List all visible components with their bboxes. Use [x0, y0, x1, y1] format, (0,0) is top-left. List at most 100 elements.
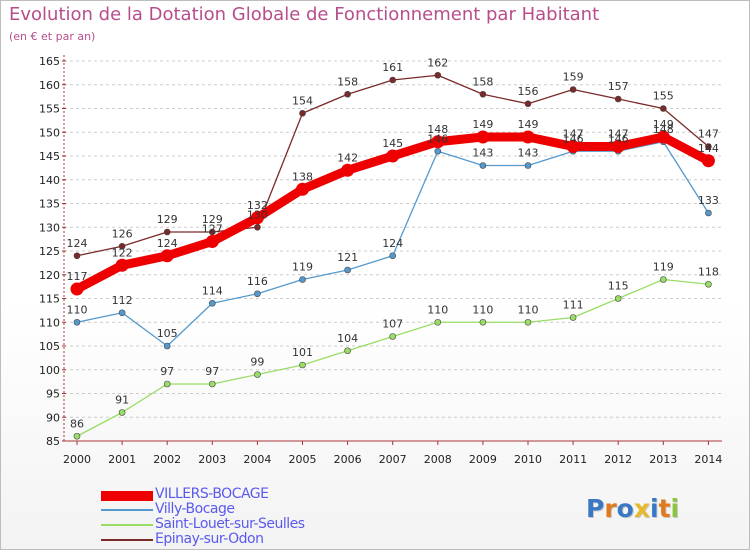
data-point — [163, 380, 171, 388]
y-tick-label: 135 — [39, 198, 60, 211]
data-label: 115 — [608, 280, 629, 293]
data-point — [73, 252, 81, 260]
data-label: 155 — [653, 90, 674, 103]
data-point — [389, 76, 397, 84]
data-label: 158 — [337, 75, 358, 88]
legend-label: Saint-Louet-sur-Seulles — [155, 516, 305, 532]
grid-layer — [64, 60, 722, 442]
x-tick-label: 2010 — [514, 453, 542, 466]
data-label: 143 — [472, 147, 493, 160]
data-point — [431, 135, 445, 149]
legend: VILLERS-BOCAGE Villy-Bocage Saint-Louet-… — [101, 487, 381, 547]
y-tick-label: 115 — [39, 293, 60, 306]
data-point — [205, 235, 219, 248]
logo-letter: r — [604, 494, 617, 523]
logo-letter: P — [586, 494, 605, 523]
data-point — [70, 282, 84, 296]
data-label: 129 — [202, 213, 223, 226]
y-tick-label: 150 — [39, 126, 60, 139]
x-tick-label: 2005 — [289, 453, 317, 466]
data-point — [656, 130, 670, 144]
data-point — [118, 409, 126, 416]
x-tick-label: 2007 — [379, 453, 407, 466]
data-point — [118, 242, 126, 250]
data-label: 147 — [563, 128, 584, 141]
data-point — [209, 299, 216, 307]
data-point — [344, 347, 351, 355]
legend-swatch — [101, 491, 153, 501]
data-point — [705, 280, 712, 288]
x-tick-label: 2004 — [243, 453, 271, 466]
data-point — [254, 223, 261, 231]
data-point — [659, 105, 667, 112]
data-point — [344, 90, 351, 98]
data-label: 146 — [427, 132, 448, 145]
series-line-saint-louet-sur-seulles — [76, 278, 710, 437]
x-tick-label: 2011 — [559, 453, 587, 466]
data-label: 149 — [518, 118, 539, 131]
data-label: 118 — [698, 265, 719, 278]
data-point — [299, 276, 306, 283]
data-label: 99 — [250, 356, 264, 369]
data-point — [254, 371, 261, 378]
x-tick-label: 2014 — [694, 453, 722, 466]
data-label: 124 — [157, 237, 178, 250]
data-point — [569, 314, 577, 321]
data-label: 138 — [292, 170, 313, 183]
data-label: 110 — [427, 303, 448, 316]
x-tick-label: 2006 — [334, 453, 362, 466]
data-label: 126 — [112, 227, 133, 240]
data-label: 129 — [157, 213, 178, 226]
data-label: 110 — [518, 303, 539, 316]
data-label: 124 — [67, 237, 88, 250]
x-tick-label: 2012 — [604, 453, 632, 466]
data-label: 104 — [337, 332, 358, 345]
y-tick-label: 165 — [39, 55, 60, 68]
data-label: 158 — [472, 75, 493, 88]
data-label: 154 — [292, 94, 313, 107]
data-point — [434, 318, 442, 326]
data-point — [250, 211, 264, 225]
data-label: 130 — [247, 208, 268, 221]
data-point — [524, 100, 532, 108]
data-point — [296, 182, 309, 196]
x-tick-label: 2001 — [108, 453, 136, 466]
data-point — [701, 154, 715, 168]
data-point — [521, 130, 535, 144]
data-point — [569, 86, 577, 93]
data-point — [118, 309, 126, 317]
data-point — [614, 295, 622, 302]
y-tick-label: 145 — [39, 150, 60, 163]
series-line-epinay-sur-odon — [76, 74, 710, 257]
y-tick-label: 160 — [39, 79, 60, 92]
data-point — [73, 318, 81, 326]
x-tick-label: 2008 — [424, 453, 452, 466]
x-tick-label: 2013 — [649, 453, 677, 466]
chart-subtitle: (en € et par an) — [9, 30, 96, 43]
legend-swatch — [101, 524, 153, 526]
data-label: 119 — [653, 261, 674, 274]
data-label: 156 — [518, 85, 539, 98]
data-label: 112 — [112, 294, 133, 307]
axis-layer: 85 90 95 100 105 110 115 120 125 130 135 140 145 150 1… — [39, 55, 722, 466]
data-point — [524, 318, 532, 326]
data-label: 97 — [205, 365, 219, 378]
data-label: 159 — [563, 71, 584, 84]
data-point — [434, 147, 442, 155]
data-label: 124 — [382, 237, 403, 250]
legend-swatch — [101, 539, 153, 541]
logo-letter: i — [670, 494, 680, 523]
data-label: 110 — [472, 303, 493, 316]
data-point — [434, 71, 442, 79]
data-point — [163, 228, 171, 236]
data-point — [705, 143, 712, 150]
legend-label: VILLERS-BOCAGE — [155, 486, 269, 502]
data-point — [479, 162, 487, 169]
data-point — [614, 95, 622, 103]
data-point — [389, 252, 397, 260]
data-label: 143 — [518, 147, 539, 160]
data-point — [73, 432, 81, 440]
data-label: 121 — [337, 251, 358, 264]
x-tick-label: 2009 — [469, 453, 497, 466]
data-point — [299, 361, 306, 369]
